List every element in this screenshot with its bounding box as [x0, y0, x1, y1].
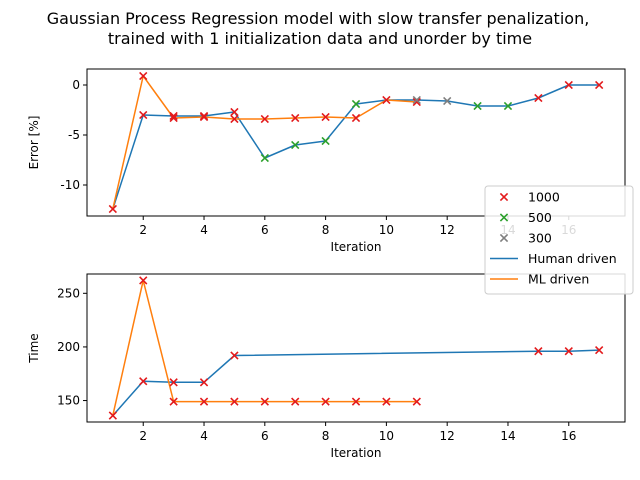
legend-marker-icon — [499, 213, 509, 222]
x-tick-label: 10 — [379, 429, 394, 443]
marker-500-point — [321, 136, 330, 146]
x-tick-label: 4 — [200, 429, 208, 443]
marker-1000-point — [199, 111, 209, 121]
legend-box — [484, 185, 634, 295]
marker-1000-point — [230, 107, 239, 117]
legend-label: 1000 — [528, 190, 560, 205]
legend-marker-icon — [499, 192, 509, 202]
marker-1000-point — [291, 397, 300, 406]
y-tick-label: 250 — [57, 286, 80, 300]
marker-1000-point — [169, 113, 178, 123]
marker-1000-point — [139, 110, 148, 120]
marker-1000-point — [139, 377, 148, 386]
marker-1000-point — [230, 114, 239, 124]
x-tick-label: 12 — [440, 223, 455, 237]
x-axis-label: Iteration — [331, 240, 382, 254]
x-tick-label: 14 — [500, 429, 515, 443]
x-tick-label: 2 — [139, 223, 147, 237]
legend: 1000 500 300 Human driven ML driven — [484, 185, 634, 295]
marker-500-point — [260, 153, 269, 163]
marker-1000-point — [199, 397, 209, 406]
marker-500-point — [473, 101, 482, 111]
marker-1000-point — [594, 80, 604, 90]
marker-1000-point — [534, 93, 543, 103]
marker-1000-point — [382, 397, 391, 406]
x-tick-label: 6 — [261, 429, 269, 443]
legend-label: ML driven — [528, 272, 589, 287]
marker-1000-point — [412, 97, 421, 107]
x-tick-label: 12 — [440, 429, 455, 443]
marker-1000-point — [169, 378, 178, 387]
axes-frame — [86, 68, 626, 217]
x-tick-label: 8 — [322, 429, 330, 443]
y-tick-label: 150 — [57, 394, 80, 408]
marker-1000-point — [321, 397, 330, 406]
y-tick-label: 0 — [72, 78, 80, 92]
chart-title-line-1: Gaussian Process Regression model with s… — [47, 9, 590, 28]
marker-1000-point — [351, 113, 361, 123]
marker-1000-point — [169, 111, 178, 121]
marker-1000-point — [139, 276, 148, 285]
x-tick-label: 2 — [139, 429, 147, 443]
legend-marker-icon — [499, 233, 509, 243]
marker-1000-point — [291, 113, 300, 123]
marker-300-point — [412, 95, 421, 105]
marker-1000-point — [594, 345, 604, 355]
y-axis-label: Time — [27, 333, 41, 363]
legend-label: Human driven — [528, 251, 617, 266]
marker-1000-point — [108, 411, 118, 420]
marker-1000-point — [412, 397, 421, 406]
marker-1000-point — [230, 351, 239, 360]
marker-1000-point — [382, 95, 391, 105]
x-axis-label: Iteration — [331, 446, 382, 460]
y-axis-label: Error [%] — [27, 116, 41, 170]
marker-1000-point — [260, 397, 269, 406]
marker-1000-point — [351, 397, 361, 406]
marker-1000-point — [321, 112, 330, 122]
marker-1000-point — [564, 80, 573, 90]
marker-1000-point — [169, 397, 178, 406]
x-tick-label: 8 — [322, 223, 330, 237]
marker-1000-point — [260, 114, 269, 124]
series-line-ml-driven — [112, 75, 417, 210]
marker-500-point — [503, 101, 513, 111]
marker-1000-point — [139, 71, 148, 81]
x-tick-label: 4 — [200, 223, 208, 237]
marker-500-point — [291, 140, 300, 150]
marker-1000-point — [534, 347, 543, 356]
time-panel: 2 4 6 8 10 12 14 16 150 200 250 Iteration Time — [27, 273, 626, 460]
series-line-human-driven — [112, 349, 600, 417]
series-line-ml-driven — [112, 279, 417, 416]
marker-1000-point — [564, 347, 573, 356]
marker-300-point — [443, 96, 452, 106]
legend-label: 300 — [528, 231, 552, 246]
x-tick-label: 10 — [379, 223, 394, 237]
marker-1000-point — [199, 378, 209, 387]
y-tick-label: -5 — [68, 128, 80, 142]
y-tick-label: -10 — [60, 178, 80, 192]
y-tick-label: 200 — [57, 340, 80, 354]
marker-1000-point — [230, 397, 239, 406]
x-tick-label: 16 — [561, 429, 576, 443]
axes-frame — [86, 273, 626, 423]
legend-label: 500 — [528, 210, 552, 225]
marker-500-point — [351, 99, 361, 109]
marker-1000-point — [108, 204, 118, 214]
x-tick-label: 6 — [261, 223, 269, 237]
chart-title-line-2: trained with 1 initialization data and u… — [108, 29, 532, 48]
